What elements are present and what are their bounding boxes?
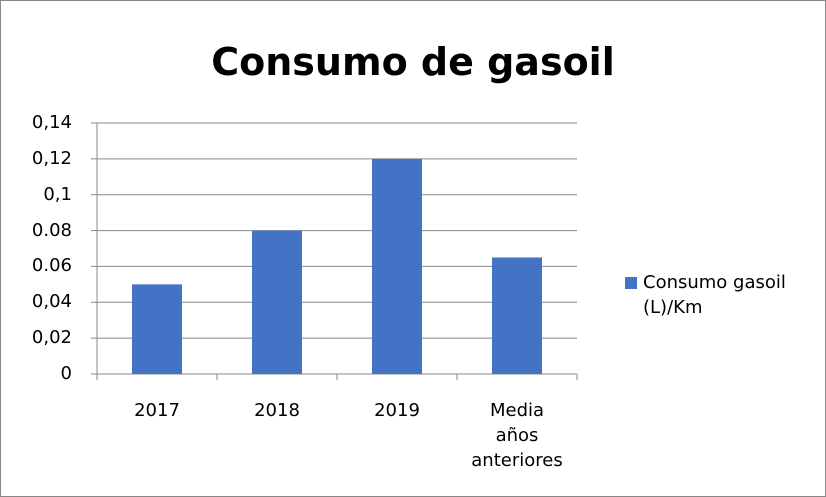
y-tick-label: 0,1 — [43, 183, 72, 205]
bar — [492, 257, 542, 374]
x-tick-label: 2017 — [134, 400, 180, 421]
y-tick-label: 0.08 — [31, 219, 72, 241]
y-tick-label: 0,02 — [31, 327, 72, 349]
bar — [132, 284, 182, 374]
legend-swatch — [625, 277, 637, 289]
bar — [372, 158, 422, 374]
legend-label: Consumo gasoil (L)/Km — [643, 272, 786, 318]
y-tick-label: 0,04 — [31, 291, 72, 313]
y-tick-label: 0,14 — [31, 112, 72, 133]
x-tick-label: 2019 — [374, 400, 420, 421]
y-tick-label: 0,12 — [31, 147, 72, 169]
y-tick-label: 0.06 — [31, 255, 72, 277]
bar — [252, 230, 302, 374]
y-tick-label: 0 — [60, 363, 72, 384]
x-tick-label: Media años anteriores — [471, 400, 563, 471]
x-tick-label: 2018 — [254, 400, 300, 421]
chart-title: Consumo de gasoil — [211, 40, 615, 84]
